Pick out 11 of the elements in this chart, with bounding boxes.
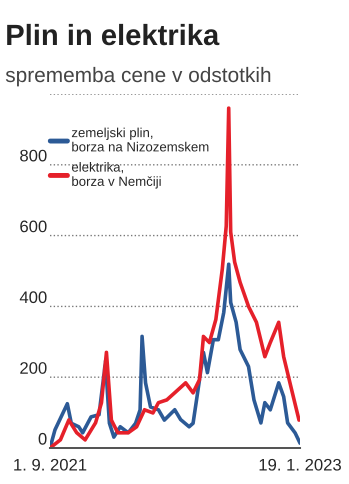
y-tick-label: 800 bbox=[20, 150, 47, 162]
y-tick-label: 600 bbox=[20, 220, 47, 232]
x-tick-label: 1. 9. 2021 bbox=[14, 458, 86, 471]
legend-label: elektrika, borza v Nemčiji bbox=[72, 162, 161, 189]
chart-subtitle: sprememba cene v odstotkih bbox=[6, 66, 270, 86]
legend-label: zemeljski plin, borza na Nizozemskem bbox=[72, 128, 208, 152]
y-tick-label: 400 bbox=[20, 291, 47, 304]
chart-title: Plin in elektrika bbox=[7, 24, 220, 46]
y-tick-label: 0 bbox=[38, 432, 47, 445]
x-tick-label: 19. 1. 2023 bbox=[260, 458, 341, 471]
y-tick-label: 200 bbox=[20, 362, 47, 374]
